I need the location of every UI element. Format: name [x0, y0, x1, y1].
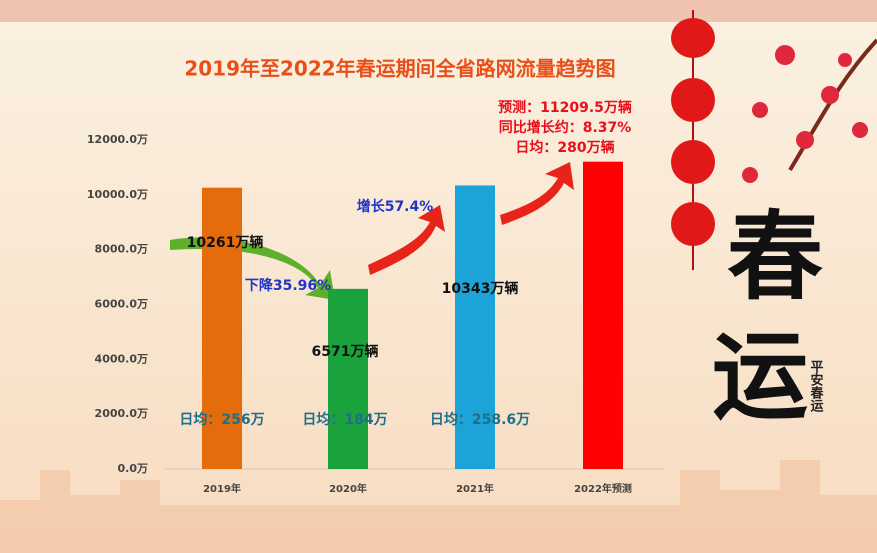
arrow-down [170, 237, 335, 300]
x-tick-label: 2022年预测 [574, 482, 632, 495]
value-label: 6571万辆 [312, 343, 379, 360]
bar [202, 187, 242, 469]
annotation: 增长57.4% [357, 198, 434, 215]
daily-label: 日均：258.6万 [430, 411, 530, 428]
skyline [0, 460, 877, 553]
decor-char: 运 [712, 320, 808, 433]
chart-title: 2019年至2022年春运期间全省路网流量趋势图 [184, 57, 615, 81]
y-tick-label: 12000.0万 [87, 133, 148, 146]
value-label: 10343万辆 [442, 280, 519, 297]
blossoms [742, 38, 877, 183]
arrow-up [500, 162, 574, 225]
y-tick-label: 6000.0万 [95, 298, 148, 311]
y-tick-label: 10000.0万 [87, 188, 148, 201]
daily-label: 日均：256万 [179, 411, 264, 428]
bar [328, 288, 368, 469]
value-label: 10261万辆 [187, 234, 264, 251]
lanterns [671, 10, 715, 270]
daily-label: 日均：184万 [302, 411, 387, 428]
y-tick-label: 0.0万 [118, 462, 149, 475]
bar [455, 185, 495, 469]
annotation: 下降35.96% [245, 277, 331, 294]
top-border [0, 0, 877, 22]
y-tick-label: 4000.0万 [95, 352, 148, 365]
annotation: 同比增长约：8.37% [499, 119, 632, 136]
decor-char: 春 [727, 200, 823, 313]
annotation: 日均：280万辆 [515, 139, 614, 156]
bar [583, 161, 623, 469]
x-tick-label: 2020年 [329, 482, 367, 495]
slogan: 平安春运 [808, 360, 825, 413]
y-tick-label: 8000.0万 [95, 243, 148, 256]
x-tick-label: 2021年 [456, 482, 494, 495]
value-label: 预测：11209.5万辆 [498, 99, 632, 116]
arrow-up [368, 205, 445, 275]
x-tick-label: 2019年 [203, 482, 241, 495]
y-tick-label: 2000.0万 [95, 407, 148, 420]
